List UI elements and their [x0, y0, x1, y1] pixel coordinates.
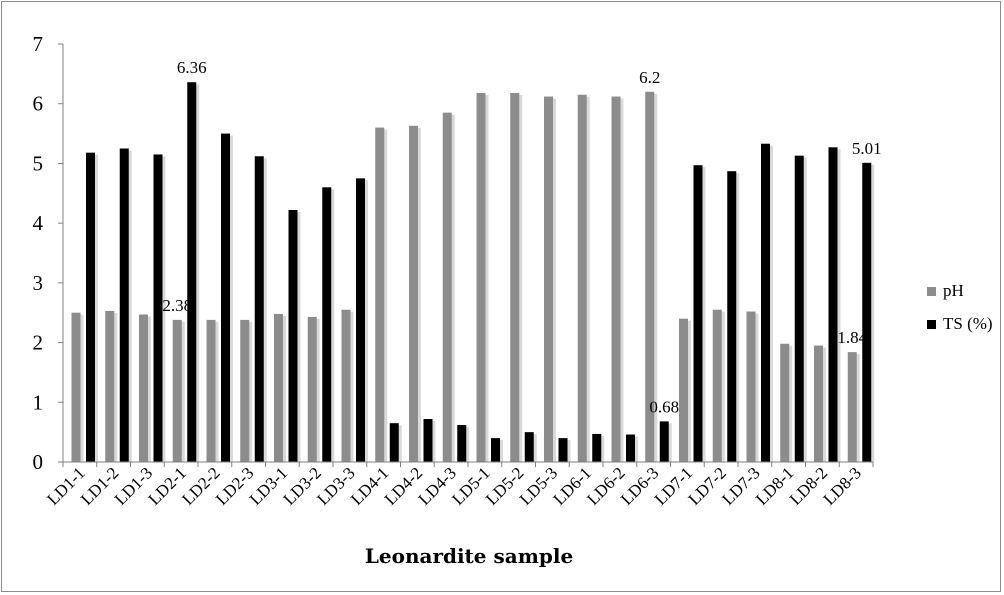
data-label: 6.2 [639, 68, 660, 87]
y-tick-label: 5 [33, 151, 44, 175]
legend-label-ts: TS (%) [943, 314, 993, 333]
bar-ph-ld2-2 [206, 319, 216, 462]
x-tick-label: LD4-1 [347, 463, 392, 508]
y-tick-label: 0 [33, 450, 44, 474]
bar-ts-ld4-3 [457, 424, 467, 462]
bar-ph-ld8-1 [780, 343, 790, 462]
y-tick-label: 6 [33, 92, 44, 116]
x-tick-label: LD2-2 [178, 463, 223, 508]
bar-ph-ld1-3 [139, 314, 148, 462]
legend: pH TS (%) [927, 281, 993, 333]
bar-ph-ld1-2 [105, 310, 115, 462]
bar-ph-ld4-3 [442, 112, 452, 463]
bar-ph-ld6-2 [611, 96, 621, 462]
bar-ts-ld1-1 [86, 152, 95, 462]
bar-ts-ld1-3 [153, 154, 163, 462]
x-tick-label: LD8-2 [786, 463, 831, 508]
bar-ts-ld7-3 [761, 143, 770, 463]
x-tick-label: LD3-3 [313, 463, 358, 508]
bar-ts-ld4-2 [423, 419, 433, 462]
x-tick-label: LD1-3 [111, 463, 156, 508]
bar-ph-ld3-2 [307, 316, 317, 462]
data-label: 0.68 [649, 397, 679, 416]
bar-ph-ld8-3 [847, 352, 857, 462]
bar-ts-ld8-3 [862, 162, 872, 462]
bars-layer [71, 82, 875, 463]
x-tick-label: LD4-3 [414, 463, 459, 508]
labels-layer: 6.36 2.38 6.2 0.68 5.01 1.84 [162, 58, 881, 416]
bar-ph-ld1-1 [71, 312, 81, 462]
bar-ts-ld8-2 [828, 147, 838, 462]
bar-ts-ld5-1 [491, 438, 500, 462]
x-tick-label: LD5-1 [448, 463, 493, 508]
bar-ts-ld3-3 [356, 178, 365, 462]
x-axis-title: Leonardite sample [365, 544, 573, 568]
bar-ph-ld4-2 [409, 125, 418, 463]
bar-ts-ld1-2 [119, 148, 129, 462]
bar-ph-ld8-2 [814, 345, 823, 462]
bar-ph-ld3-3 [341, 309, 351, 462]
y-tick-label: 4 [33, 211, 44, 235]
y-tick-label: 1 [33, 390, 44, 414]
x-tick-label: LD3-1 [246, 463, 291, 508]
bar-ts-ld7-2 [727, 171, 737, 463]
bar-ph-ld6-3 [645, 91, 655, 463]
legend-label-ph: pH [943, 281, 964, 300]
x-tick-label: LD5-2 [482, 463, 527, 508]
bar-ph-ld2-1 [172, 319, 182, 462]
legend-swatch-ph [927, 287, 936, 296]
bar-ph-ld6-1 [577, 94, 587, 462]
bar-ts-ld4-1 [389, 423, 399, 462]
x-tick-label: LD8-3 [819, 463, 864, 508]
bar-ts-ld6-1 [592, 433, 602, 462]
bar-ts-ld2-3 [254, 156, 264, 462]
bar-ph-ld4-1 [375, 127, 385, 462]
bar-ph-ld5-1 [476, 92, 486, 463]
x-tick-label: LD3-2 [279, 463, 324, 508]
x-tick-label: LD7-3 [718, 463, 763, 508]
bar-ts-ld5-3 [558, 438, 568, 462]
legend-swatch-ts [927, 320, 936, 329]
bar-ts-ld6-2 [626, 434, 635, 462]
x-tick-label: LD1-1 [43, 463, 88, 508]
bar-ph-ld7-3 [746, 311, 756, 462]
x-tick-label: LD6-2 [583, 463, 628, 508]
data-label: 5.01 [852, 139, 882, 158]
bar-ph-ld3-1 [274, 313, 283, 462]
x-tick-label: LD8-1 [752, 463, 797, 508]
x-tick-label: LD1-2 [77, 463, 122, 508]
bar-ph-ld7-2 [712, 309, 722, 462]
x-tick-label: LD5-3 [516, 463, 561, 508]
bar-ts-ld2-2 [221, 133, 230, 463]
bar-ts-ld2-1 [187, 82, 197, 463]
y-tick-label: 2 [33, 331, 44, 355]
bar-ph-ld5-2 [510, 92, 520, 463]
x-tick-label: LD6-1 [549, 463, 594, 508]
bar-ph-ld5-3 [544, 96, 553, 462]
bar-ts-ld8-1 [794, 155, 804, 462]
bar-ts-ld3-1 [288, 210, 298, 462]
x-tick-label: LD2-3 [212, 463, 257, 508]
bar-ts-ld6-3 [659, 421, 669, 462]
data-label: 1.84 [837, 328, 867, 347]
x-tick-label: LD6-3 [617, 463, 662, 508]
x-tick-label: LD7-2 [684, 463, 729, 508]
bar-ph-ld2-3 [240, 319, 250, 462]
x-tick-label: LD2-1 [144, 463, 189, 508]
y-tick-label: 3 [33, 271, 44, 295]
x-tick-label: LD7-1 [651, 463, 696, 508]
bar-ts-ld7-1 [693, 165, 703, 462]
bar-ph-ld7-1 [679, 318, 688, 462]
y-tick-label: 7 [33, 32, 44, 56]
bar-ts-ld5-2 [524, 432, 534, 462]
bar-ts-ld3-2 [322, 187, 332, 463]
data-label: 2.38 [162, 296, 192, 315]
x-tick-label: LD4-2 [381, 463, 426, 508]
data-label: 6.36 [177, 58, 207, 77]
